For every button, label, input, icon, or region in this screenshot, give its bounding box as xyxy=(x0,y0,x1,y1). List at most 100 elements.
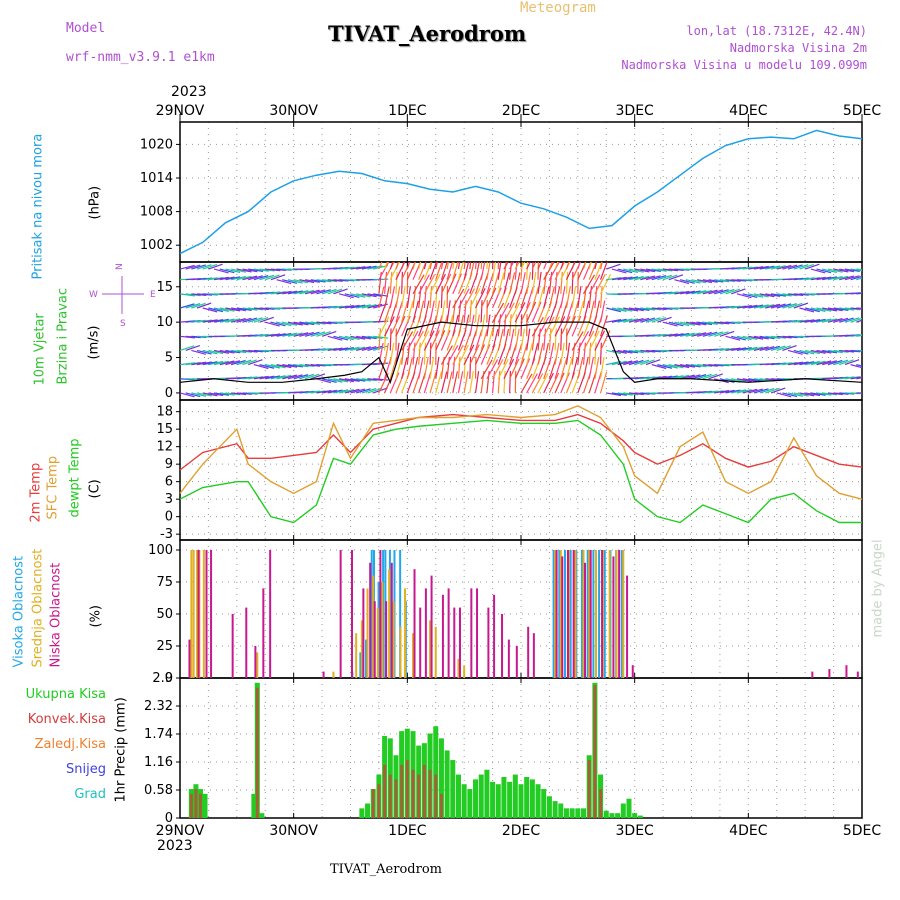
precip-total-bar xyxy=(202,793,208,818)
wind-barb xyxy=(788,293,804,297)
wind-barb xyxy=(310,279,326,283)
wind-barb xyxy=(213,307,229,312)
wind-barb xyxy=(770,303,786,309)
wind-barb xyxy=(503,262,507,280)
precip-total-bar xyxy=(609,813,615,818)
cloud-mid-bar xyxy=(622,550,625,678)
wind-barb xyxy=(725,389,741,394)
wind-barb xyxy=(537,316,550,337)
wind-barb xyxy=(225,318,241,323)
wind-barb xyxy=(406,357,413,379)
cloud-low-bar xyxy=(601,550,604,678)
cloud-high-bar xyxy=(581,550,584,678)
wind-barb xyxy=(333,378,349,383)
wind-barb xyxy=(440,371,448,394)
wind-barb xyxy=(582,342,587,365)
wind-barb xyxy=(378,286,385,309)
wind-barb xyxy=(395,300,403,323)
wind-barb xyxy=(844,275,860,281)
wind-barb xyxy=(599,342,602,365)
wind-barb xyxy=(623,276,639,281)
wind-barb xyxy=(674,290,690,295)
wind-barb xyxy=(822,392,838,396)
wind-barb xyxy=(810,268,826,274)
wind-barb xyxy=(611,307,627,312)
wind-barb xyxy=(526,328,531,351)
wind-barb xyxy=(599,262,603,270)
x-tick-label-top: 2DEC xyxy=(502,103,541,119)
wind-barb xyxy=(191,392,207,397)
wind-barb xyxy=(816,307,832,312)
wind-barb xyxy=(327,389,343,394)
wind-barb xyxy=(810,318,826,323)
wind-barb xyxy=(497,302,510,323)
wind-barb xyxy=(231,392,247,396)
wind-barb xyxy=(282,364,298,368)
wind-barb xyxy=(856,307,862,310)
precip-total-bar xyxy=(632,813,638,818)
wind-barb xyxy=(503,262,509,270)
wind-barb xyxy=(748,266,764,270)
wind-barb xyxy=(810,360,826,366)
wind-barb xyxy=(208,263,223,270)
wind-barb xyxy=(321,288,337,295)
precip-ytick-label: 1.74 xyxy=(144,727,173,742)
wind-barb xyxy=(219,392,235,396)
wind-barb xyxy=(503,302,515,323)
wind-barb xyxy=(395,262,400,270)
wind-barb xyxy=(469,356,472,379)
wind-barb xyxy=(543,328,547,351)
wind-barb xyxy=(185,361,201,366)
wind-barb xyxy=(833,349,849,353)
cloud-low-bar xyxy=(561,556,564,678)
cloud-mid-bar xyxy=(429,620,432,678)
wind-barb xyxy=(799,307,815,313)
wind-barb xyxy=(452,262,455,270)
x-tick-label-bottom: 4DEC xyxy=(729,823,768,839)
wind-barb xyxy=(356,378,372,382)
wind-barb xyxy=(588,300,595,323)
wind-barb xyxy=(463,356,466,379)
wind-barb xyxy=(457,288,470,309)
wind-barb xyxy=(367,293,383,298)
precip-total-bar xyxy=(444,750,450,818)
wind-barb xyxy=(827,317,843,323)
wind-barb xyxy=(231,268,246,273)
wind-barb xyxy=(242,268,258,273)
wind-barb xyxy=(356,293,371,298)
cloud-low-bar xyxy=(572,550,575,678)
wind-barb xyxy=(242,307,258,311)
cloud-mid-bar xyxy=(202,550,205,678)
wind-barb xyxy=(350,335,366,340)
wind-barb xyxy=(474,262,477,270)
cloud-low-bar xyxy=(210,550,213,678)
precip-conv-bar xyxy=(422,764,426,818)
wind-barb xyxy=(310,321,326,325)
wind-barb xyxy=(344,304,360,309)
precip-conv-bar xyxy=(434,774,438,818)
wind-barb xyxy=(526,272,532,294)
wind-barb xyxy=(440,273,452,295)
wind-barb xyxy=(856,277,862,281)
precip-total-bar xyxy=(552,801,558,818)
wind-barb xyxy=(697,331,712,337)
wind-barb xyxy=(185,293,201,297)
wind-barb xyxy=(514,262,520,270)
wind-barb xyxy=(242,275,258,281)
wind-barb xyxy=(708,279,724,283)
wind-barb xyxy=(856,268,862,271)
precip-conv-bar xyxy=(255,687,259,818)
wind-barb xyxy=(361,293,377,298)
wind-barb xyxy=(310,331,326,337)
wind-barb xyxy=(770,265,786,270)
wind-barb xyxy=(361,345,377,352)
wind-barb xyxy=(606,318,622,323)
wind-barb xyxy=(662,274,678,281)
wind-barb xyxy=(321,389,337,394)
precip-conv-bar xyxy=(400,764,404,818)
wind-barb xyxy=(474,329,483,351)
cloud-low-bar xyxy=(828,669,831,678)
cloud-mid-bar xyxy=(434,626,437,678)
wind-barb xyxy=(520,343,528,365)
wind-barb xyxy=(389,328,392,351)
